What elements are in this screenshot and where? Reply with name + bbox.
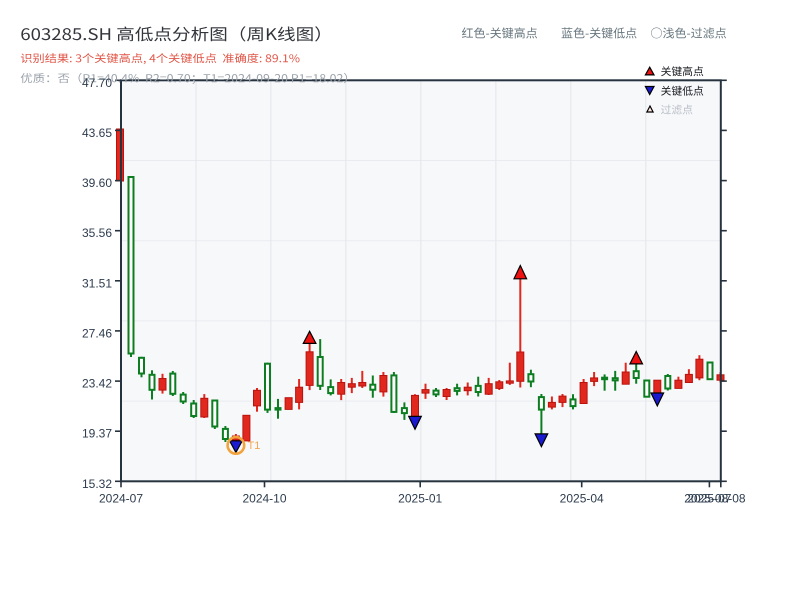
svg-text:23.42: 23.42 <box>82 377 112 391</box>
svg-text:27.46: 27.46 <box>82 326 112 340</box>
svg-text:2025-04: 2025-04 <box>560 492 604 506</box>
svg-text:2025-07: 2025-07 <box>687 492 731 506</box>
svg-text:T1: T1 <box>248 440 261 452</box>
svg-text:2025-08-08: 2025-08-08 <box>684 492 746 506</box>
svg-text:35.56: 35.56 <box>82 226 112 240</box>
svg-text:31.51: 31.51 <box>82 276 112 290</box>
svg-text:47.70: 47.70 <box>82 76 112 90</box>
svg-text:2024-10: 2024-10 <box>242 492 286 506</box>
svg-text:2024-07: 2024-07 <box>99 492 143 506</box>
svg-text:39.60: 39.60 <box>82 176 112 190</box>
svg-text:43.65: 43.65 <box>82 126 112 140</box>
svg-text:2025-01: 2025-01 <box>398 492 442 506</box>
svg-text:15.32: 15.32 <box>82 477 112 491</box>
svg-text:19.37: 19.37 <box>82 427 112 441</box>
